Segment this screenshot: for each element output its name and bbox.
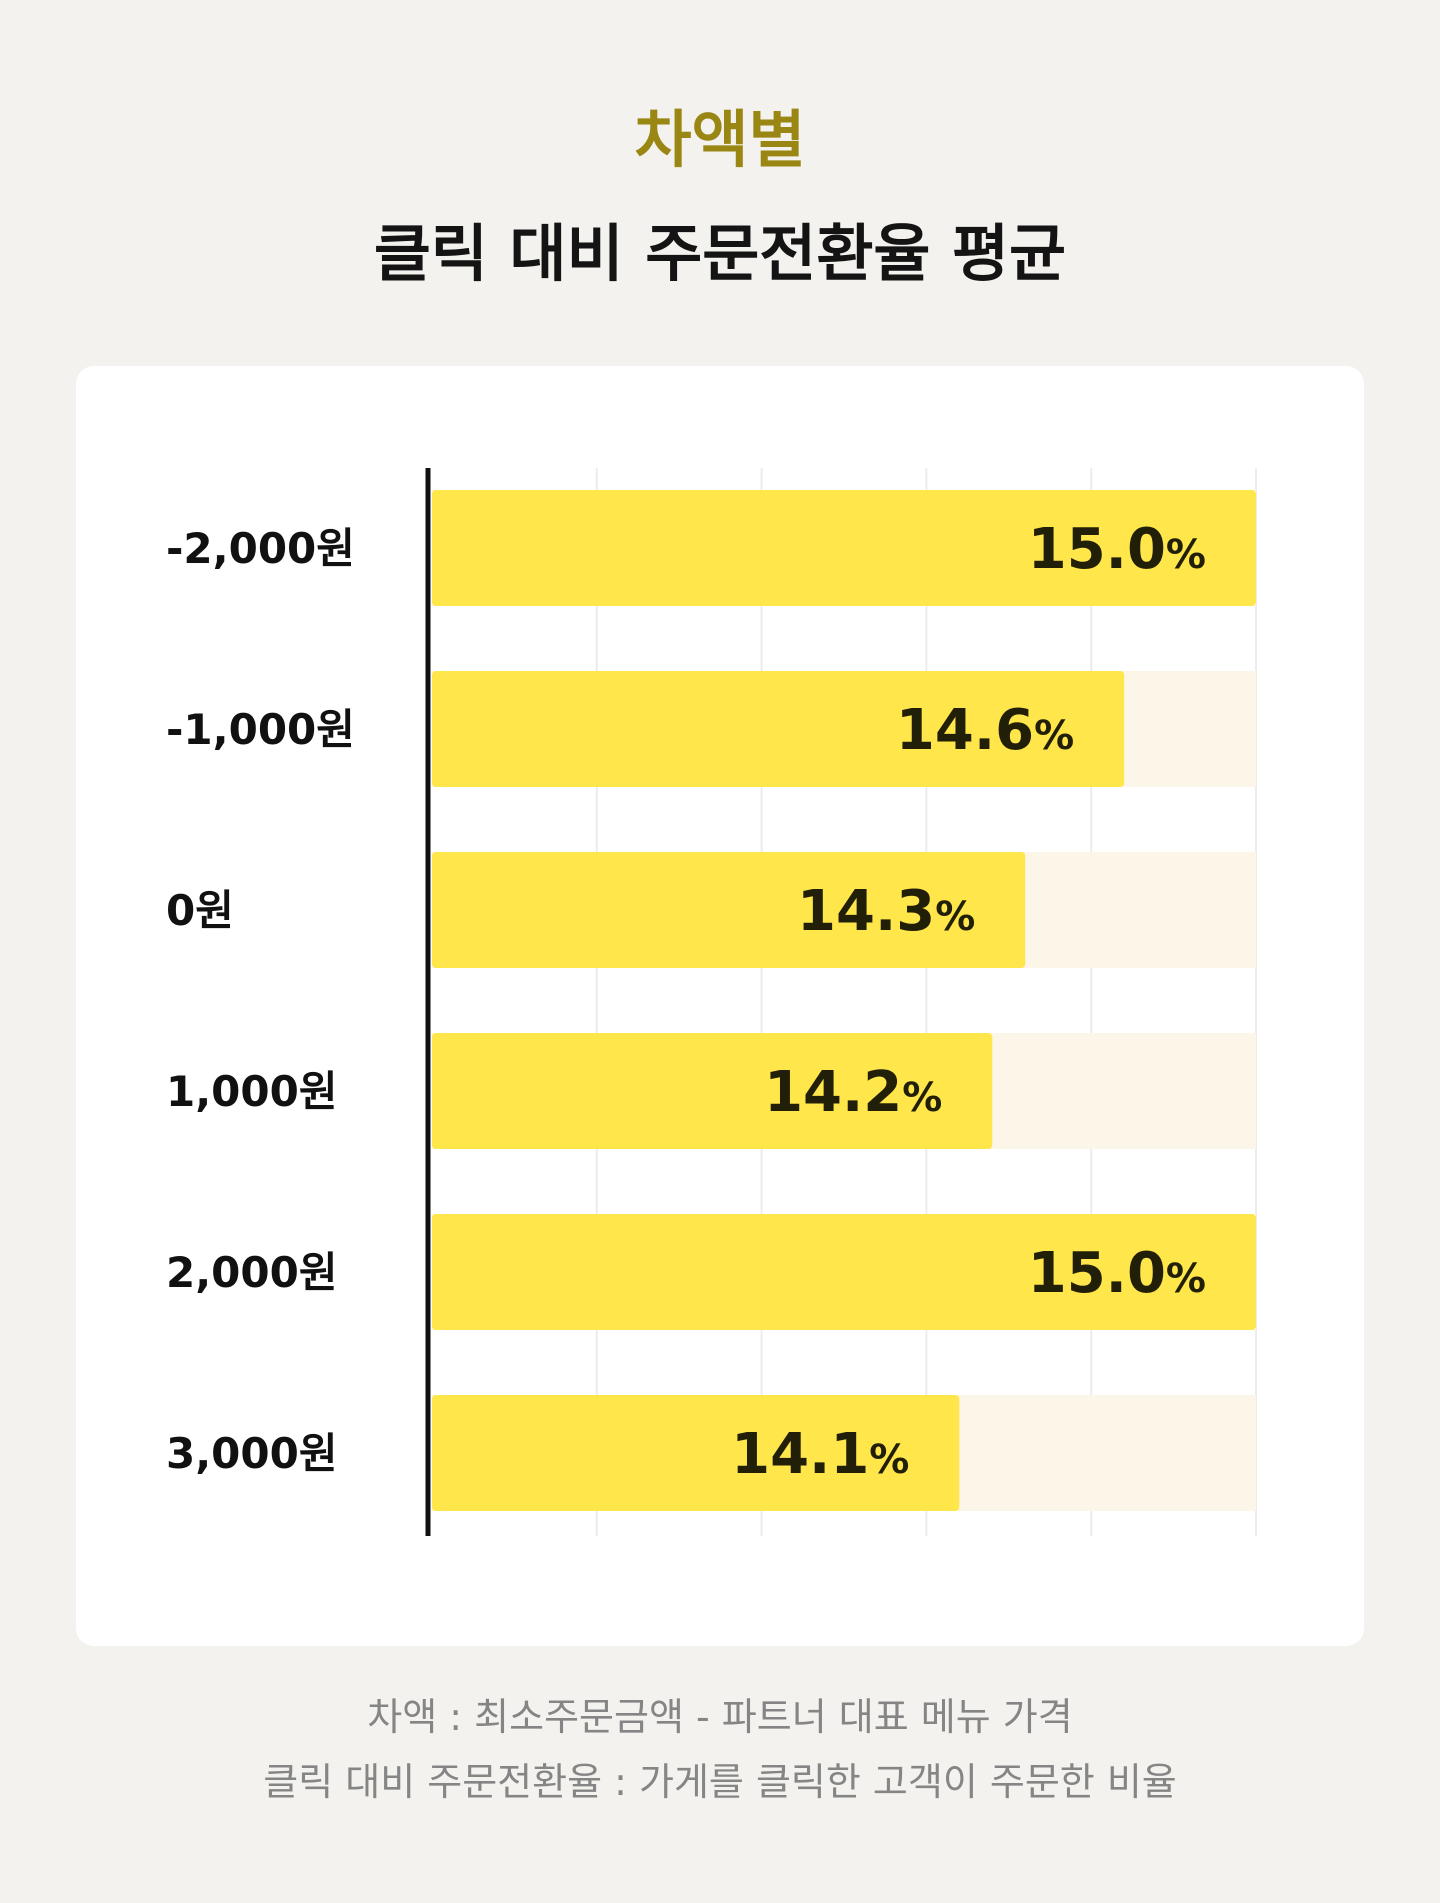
chart-title: 클릭 대비 주문전환율 평균 [373,217,1067,290]
value-label: 15.0% [1028,1241,1206,1306]
chart-subtitle: 차액별 [634,103,806,176]
category-label: 0원 [166,886,234,935]
footnote-difference: 차액 : 최소주문금액 - 파트너 대표 메뉴 가격 [367,1695,1073,1739]
chart-card: -2,000원 15.0% -1,000원 14.6% 0원 14.3% 1,000원 14.… [76,366,1364,1646]
value-number: 15.0 [1028,1241,1166,1306]
value-unit: % [935,894,975,940]
value-unit: % [902,1075,942,1121]
bar-chart: -2,000원 15.0% -1,000원 14.6% 0원 14.3% 1,000원 14.… [166,468,1257,1536]
category-label: 1,000원 [166,1067,338,1116]
value-unit: % [1166,532,1206,578]
value-number: 14.1 [731,1422,869,1487]
value-unit: % [869,1437,909,1483]
value-label: 14.1% [731,1422,909,1487]
footnote-conversion: 클릭 대비 주문전환율 : 가게를 클릭한 고객이 주문한 비율 [263,1760,1177,1804]
bar [432,1033,993,1149]
bar [432,671,1125,787]
value-number: 15.0 [1028,517,1166,582]
value-label: 14.3% [797,879,975,944]
value-number: 14.2 [764,1060,902,1125]
bar [432,1395,960,1511]
value-label: 14.2% [764,1060,942,1125]
bar [432,1214,1256,1330]
bar [432,490,1256,606]
value-unit: % [1166,1256,1206,1302]
value-number: 14.3 [797,879,935,944]
category-label: -2,000원 [166,524,355,573]
value-label: 14.6% [896,698,1074,763]
value-number: 14.6 [896,698,1034,763]
category-label: 2,000원 [166,1248,338,1297]
category-label: 3,000원 [166,1429,338,1478]
value-label: 15.0% [1028,517,1206,582]
value-unit: % [1034,713,1074,759]
category-label: -1,000원 [166,705,355,754]
bar [432,852,1026,968]
